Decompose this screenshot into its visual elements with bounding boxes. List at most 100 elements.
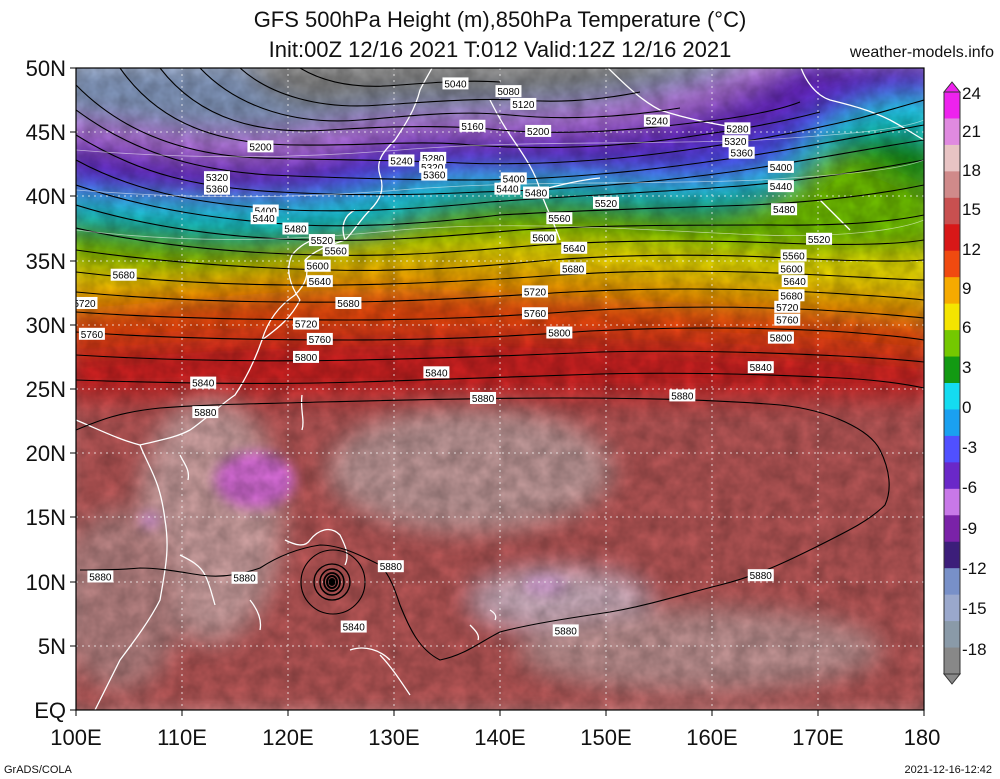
contour-label: 5880 (552, 624, 579, 637)
colorbar-swatch (944, 488, 960, 516)
contour-label-text: 5880 (472, 394, 495, 405)
colorbar-swatch (944, 462, 960, 490)
contour-label-text: 5400 (770, 163, 793, 174)
colorbar-label-12: 12 (962, 240, 981, 259)
contour-label-text: 5880 (671, 391, 694, 402)
contour-label: 5880 (87, 570, 114, 583)
website-label[interactable]: weather-models.info (849, 44, 994, 61)
colorbar-swatch (944, 621, 960, 649)
contour-label-text: 5880 (555, 626, 578, 637)
footer-timestamp: 2021-12-16-12:42 (904, 764, 992, 776)
contour-label: 5280 (724, 122, 751, 135)
colorbar-label-m18: -18 (962, 640, 987, 659)
contour-label: 5600 (304, 259, 331, 273)
contour-label: 5240 (643, 114, 670, 128)
colorbar-swatch (944, 594, 960, 622)
colorbar-swatch (944, 197, 960, 225)
lat-label-5n: 5N (38, 634, 66, 659)
contour-label: 5880 (377, 560, 404, 573)
contour-label-text: 5680 (562, 264, 585, 275)
contour-label-text: 5840 (192, 379, 215, 390)
contour-label: 5880 (192, 406, 219, 419)
colorbar-swatch (944, 356, 960, 384)
contour-label: 5480 (523, 186, 550, 200)
contour-label-text: 5520 (808, 235, 831, 246)
colorbar-swatch (944, 409, 960, 437)
contour-label: 5680 (335, 296, 362, 310)
map-title-line1: GFS 500hPa Height (m),850hPa Temperature… (253, 7, 747, 32)
contour-label-text: 5480 (284, 225, 307, 236)
lon-label-150e: 150E (580, 725, 631, 750)
contour-label-text: 5640 (784, 277, 807, 288)
contour-label: 5200 (247, 140, 274, 153)
contour-label-text: 5720 (73, 299, 96, 310)
contour-label-text: 5640 (563, 244, 586, 255)
contour-label-text: 5320 (421, 163, 444, 174)
contour-label: 5360 (728, 146, 755, 160)
contour-label: 5200 (525, 124, 552, 138)
lon-label-170e: 170E (792, 725, 843, 750)
contour-label: 5600 (530, 231, 557, 244)
lat-label-10n: 10N (26, 570, 66, 595)
colorbar-label-15: 15 (962, 200, 981, 219)
contour-label: 5440 (494, 182, 521, 196)
contour-label: 5680 (560, 262, 587, 275)
colorbar-swatch (944, 92, 960, 119)
contour-label-text: 5600 (307, 262, 330, 273)
contour-label-text: 5880 (89, 572, 112, 583)
axis-ticks (70, 67, 925, 716)
contour-label-text: 5760 (524, 309, 547, 320)
contour-label-text: 5200 (249, 142, 272, 153)
contour-label: 5760 (78, 327, 105, 341)
lon-label-100e: 100E (50, 725, 101, 750)
contour-label: 5640 (781, 275, 808, 288)
colorbar-swatch (944, 330, 960, 358)
contour-label: 5120 (510, 97, 537, 111)
footer-credit: GrADS/COLA (4, 764, 72, 776)
colorbar-swatch (944, 250, 960, 278)
contour-label: 5840 (423, 366, 450, 379)
contour-label: 5880 (470, 391, 497, 405)
contour-label-text: 5480 (525, 189, 548, 200)
lat-label-50n: 50N (26, 56, 66, 81)
contour-label-text: 5040 (444, 79, 467, 90)
colorbar-label-3: 3 (962, 358, 971, 377)
contour-label-text: 5840 (343, 623, 366, 634)
contour-label-text: 5320 (724, 137, 747, 148)
colorbar-top-arrow (942, 81, 962, 93)
contour-label-text: 5240 (390, 156, 413, 167)
contour-label-text: 5480 (773, 205, 796, 216)
contour-label-text: 5440 (252, 214, 275, 225)
contour-label-text: 5720 (295, 320, 318, 331)
colorbar-swatch (944, 647, 960, 675)
colorbar-label-6: 6 (962, 318, 971, 337)
contour-label: 5760 (306, 332, 333, 346)
contour-label: 5520 (593, 196, 619, 210)
contour-label-text: 5520 (595, 199, 618, 210)
contour-label-text: 5640 (309, 277, 332, 288)
contour-label-text: 5720 (524, 287, 547, 298)
contour-label: 5840 (190, 376, 217, 390)
contour-label: 5680 (110, 268, 137, 282)
lat-label-20n: 20N (26, 441, 66, 466)
map-title-line2: Init:00Z 12/16 2021 T:012 Valid:12Z 12/1… (268, 37, 732, 62)
colorbar-swatch (944, 303, 960, 331)
contour-label-text: 5800 (548, 329, 571, 340)
contour-label-text: 5360 (731, 149, 754, 160)
lon-label-120e: 120E (262, 725, 313, 750)
colorbar-label-m3: -3 (962, 438, 977, 457)
contour-label: 5800 (546, 326, 573, 340)
lat-label-45n: 45N (26, 120, 66, 145)
colorbar-swatch (944, 171, 960, 199)
contour-label-text: 5880 (750, 571, 773, 582)
lon-label-110e: 110E (157, 725, 207, 750)
colorbar-label-0: 0 (962, 398, 971, 417)
contour-label: 5560 (780, 249, 807, 262)
lat-label-15n: 15N (26, 505, 66, 530)
contour-label: 5800 (767, 331, 794, 345)
lat-label-eq: EQ (34, 698, 66, 723)
contour-label: 5360 (421, 168, 448, 182)
colorbar-swatch (944, 277, 960, 305)
contour-label: 5360 (203, 182, 230, 196)
